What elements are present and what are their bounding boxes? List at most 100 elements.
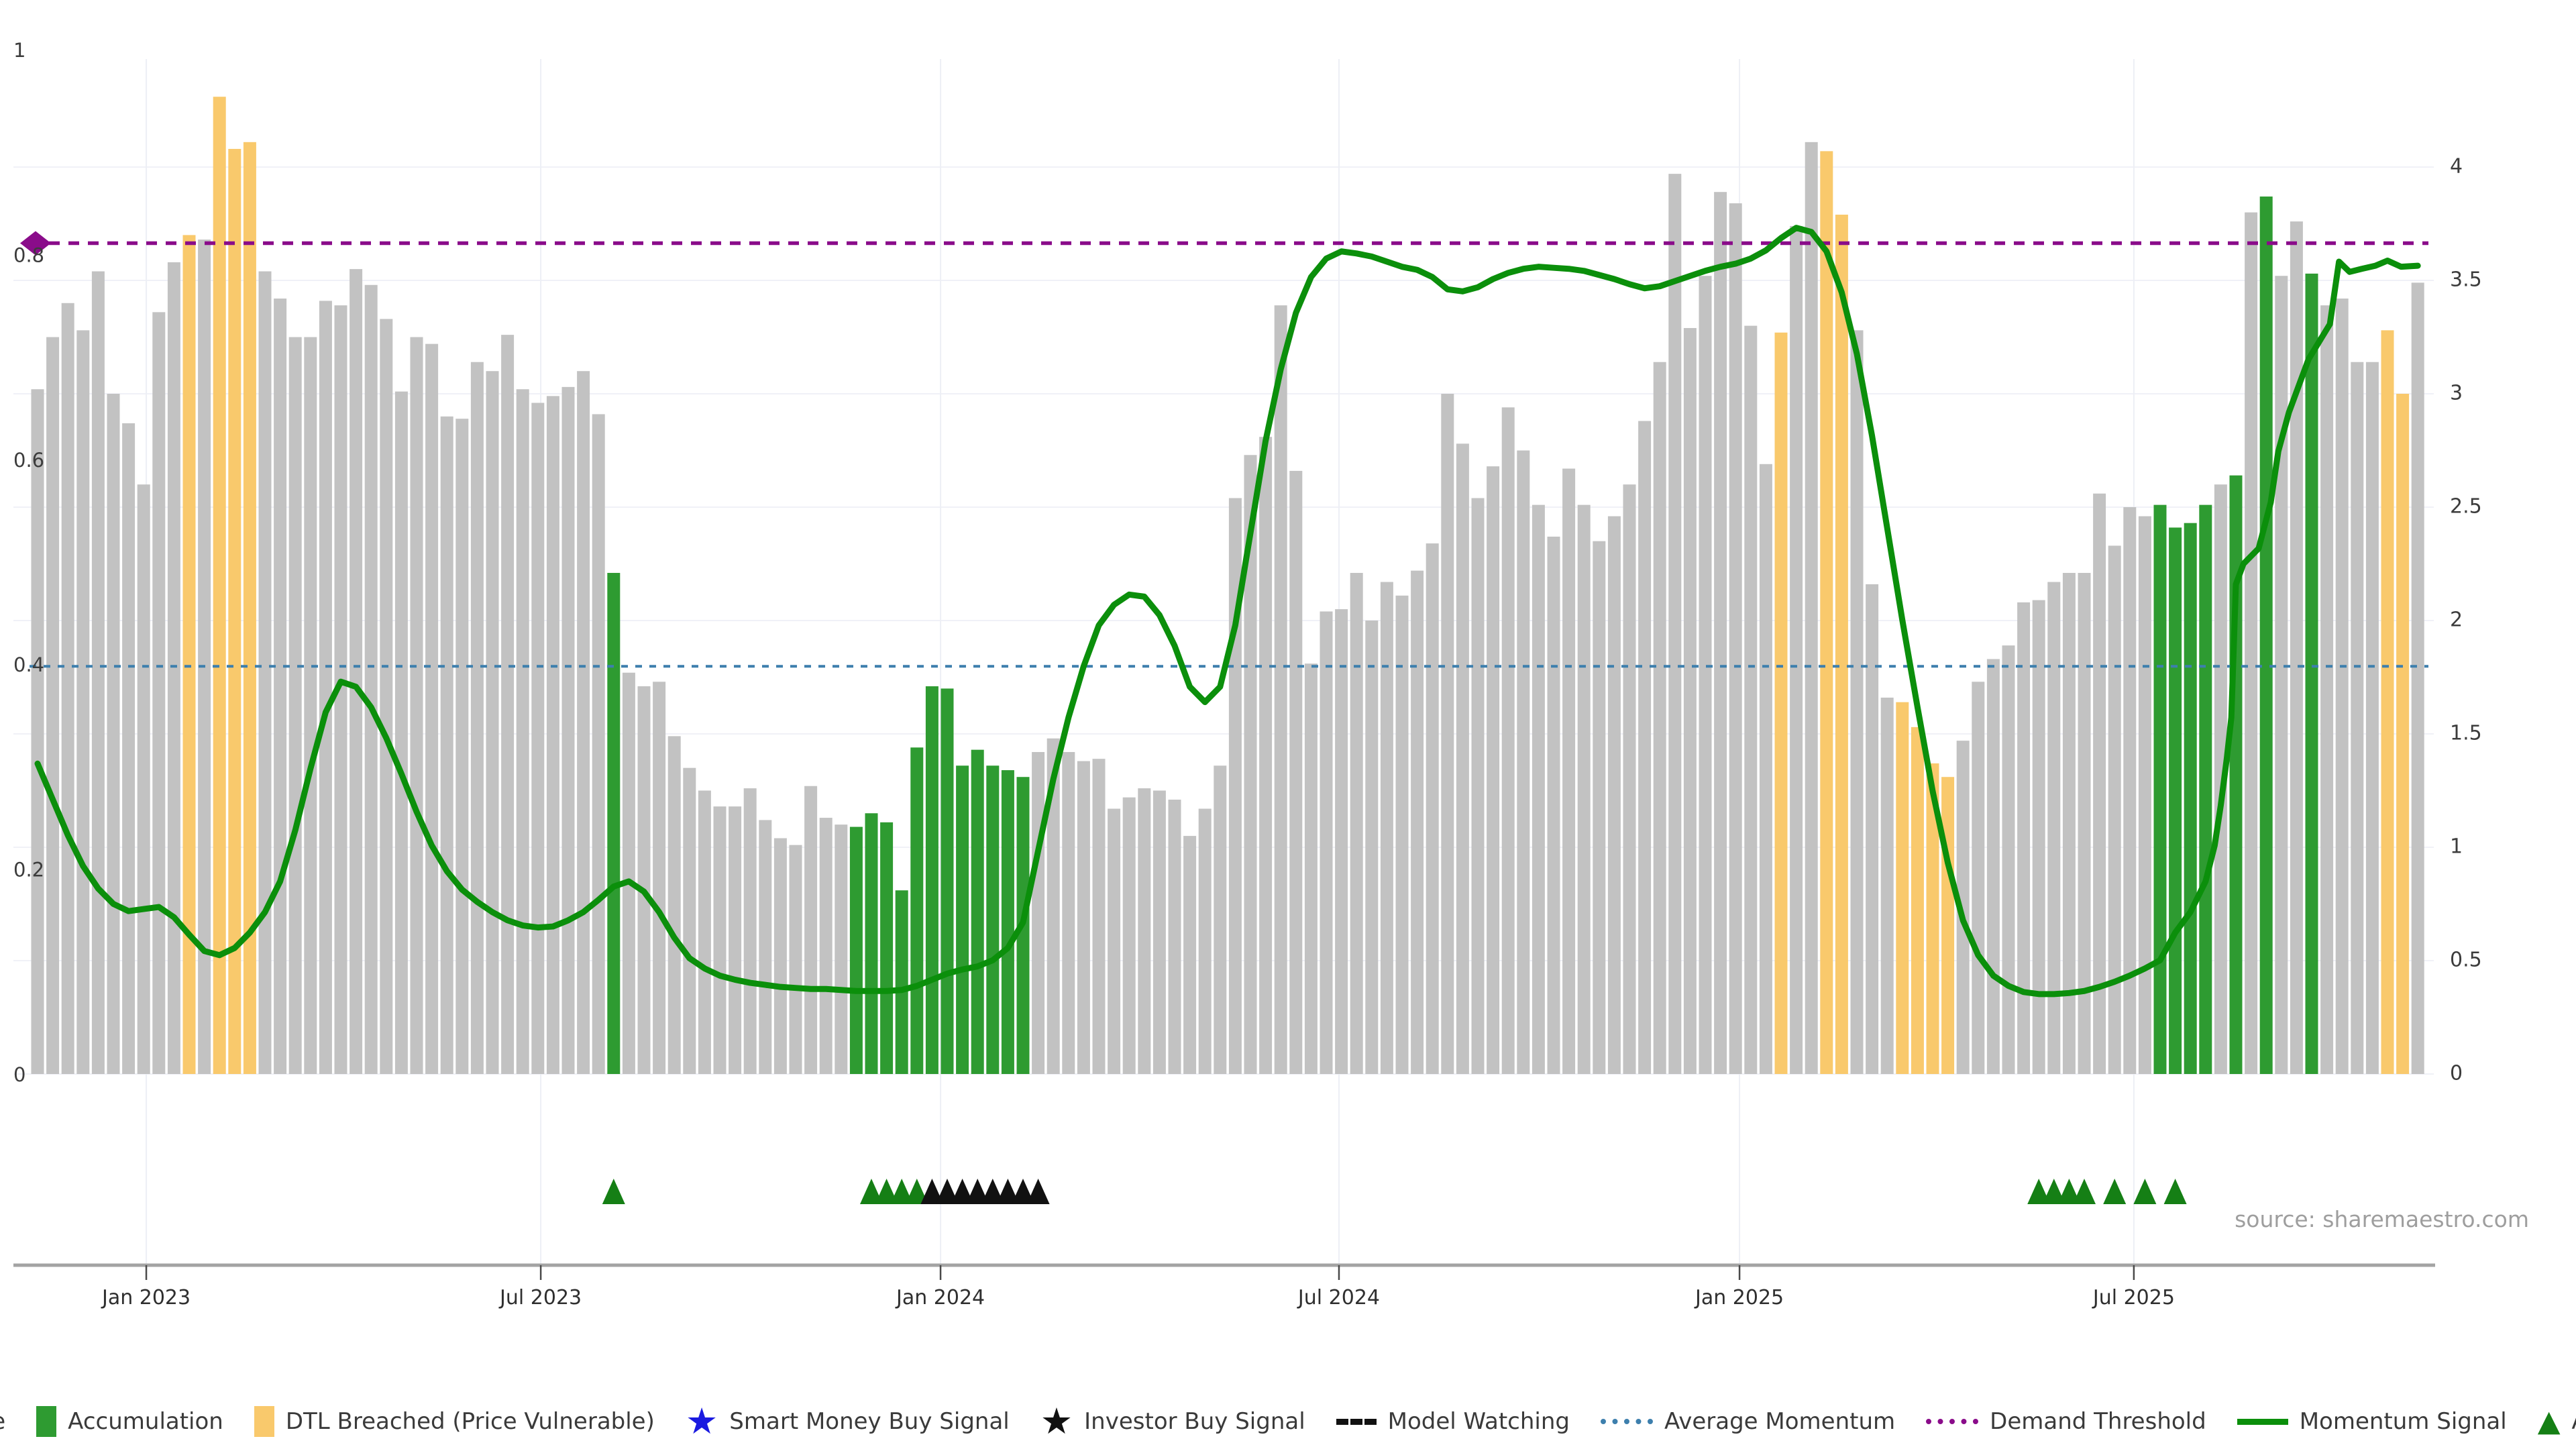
price-bar bbox=[198, 239, 211, 1074]
price-bar bbox=[2365, 362, 2379, 1075]
investor-buy-triangle-icon bbox=[966, 1179, 989, 1204]
right-axis-tick-label: 1.5 bbox=[2450, 722, 2482, 745]
investor-buy-triangle-icon bbox=[996, 1179, 1020, 1204]
price-bar bbox=[1986, 659, 2000, 1074]
price-bar bbox=[122, 423, 136, 1074]
price-bar bbox=[516, 389, 529, 1074]
price-bar bbox=[1729, 203, 1742, 1075]
investor-buy-star-icon: ★ bbox=[1040, 1400, 1073, 1442]
legend-item-dtl-breached: DTL Breached (Price Vulnerable) bbox=[254, 1406, 655, 1437]
legend-label: Close Price bbox=[0, 1408, 5, 1435]
dtl-breached-swatch-icon bbox=[254, 1406, 274, 1437]
investor-buy-triangle-icon bbox=[981, 1179, 1004, 1204]
price-bar bbox=[394, 391, 408, 1074]
smart-money-star-icon: ★ bbox=[685, 1400, 718, 1442]
right-axis-tick-label: 3.5 bbox=[2450, 268, 2482, 292]
legend-item-average-momentum: Average Momentum bbox=[1600, 1408, 1895, 1435]
price-bar bbox=[880, 822, 894, 1074]
left-axis-tick-label: 0.8 bbox=[13, 244, 44, 266]
legend-item-momentum-signal: Momentum Signal bbox=[2237, 1408, 2507, 1435]
price-bar bbox=[1077, 761, 1090, 1074]
accumulation-triangle-icon bbox=[860, 1179, 883, 1204]
price-bar bbox=[729, 806, 742, 1074]
price-bar bbox=[2275, 276, 2288, 1074]
price-bar bbox=[2199, 504, 2212, 1074]
price-bar bbox=[1214, 765, 1227, 1074]
right-axis-tick-label: 4 bbox=[2450, 155, 2463, 178]
legend-item-demand-threshold: Demand Threshold bbox=[1926, 1408, 2206, 1435]
price-bar bbox=[2305, 273, 2318, 1074]
left-axis-tick-label: 1 bbox=[13, 39, 25, 62]
price-bar bbox=[1941, 777, 1955, 1074]
legend-label: Momentum Signal bbox=[2299, 1408, 2507, 1435]
price-bar bbox=[1350, 573, 1363, 1074]
x-axis-tick-label: Jan 2024 bbox=[895, 1286, 985, 1309]
price-bar bbox=[835, 824, 848, 1074]
accumulation-triangle-icon bbox=[890, 1179, 914, 1204]
price-bar bbox=[380, 319, 393, 1075]
price-bar bbox=[2245, 212, 2258, 1075]
price-bar bbox=[1122, 797, 1136, 1074]
price-bar bbox=[76, 330, 90, 1074]
price-bar bbox=[759, 820, 772, 1074]
accumulation-triangle-icon: ▲ bbox=[2537, 1404, 2561, 1438]
price-bar bbox=[425, 343, 439, 1074]
price-bar bbox=[1714, 192, 1727, 1075]
price-bar bbox=[1320, 611, 1333, 1074]
price-bar bbox=[773, 838, 787, 1074]
price-bar bbox=[1456, 443, 1469, 1074]
legend-item-accumulation-marker: ▲ Accumulation bbox=[2538, 1406, 2576, 1437]
price-bar bbox=[61, 303, 74, 1074]
price-bar bbox=[2169, 527, 2182, 1074]
price-bar bbox=[2381, 330, 2394, 1074]
price-bar bbox=[1501, 407, 1515, 1074]
price-bar bbox=[895, 890, 908, 1074]
price-bar bbox=[1896, 702, 1909, 1074]
price-bar bbox=[1441, 394, 1454, 1074]
price-bar bbox=[1198, 808, 1212, 1074]
price-bar bbox=[1577, 504, 1591, 1074]
price-bar bbox=[1471, 498, 1485, 1074]
price-bar bbox=[2017, 602, 2031, 1074]
price-bar bbox=[2335, 299, 2349, 1074]
price-bar bbox=[637, 686, 651, 1074]
price-bar bbox=[819, 818, 833, 1074]
price-bar bbox=[2108, 545, 2121, 1074]
legend-label: Accumulation bbox=[68, 1408, 223, 1435]
price-bar bbox=[228, 148, 241, 1075]
price-bar bbox=[1487, 466, 1500, 1074]
price-bar bbox=[1683, 327, 1697, 1075]
price-bar bbox=[2138, 516, 2151, 1074]
left-axis-tick-label: 0.4 bbox=[13, 653, 44, 676]
price-bar bbox=[501, 335, 515, 1074]
price-bar bbox=[137, 484, 150, 1074]
price-bar bbox=[607, 573, 621, 1074]
right-axis-tick-label: 2.5 bbox=[2450, 495, 2482, 519]
chart-legend: Close Price Accumulation DTL Breached (P… bbox=[0, 1400, 2576, 1442]
price-bar bbox=[1426, 543, 1439, 1074]
price-bar bbox=[1774, 332, 1788, 1074]
price-bar bbox=[1759, 464, 1772, 1074]
accumulation-triangle-icon bbox=[2103, 1179, 2127, 1204]
price-bar bbox=[304, 337, 317, 1074]
legend-label: Smart Money Buy Signal bbox=[729, 1408, 1010, 1435]
price-bar bbox=[622, 672, 635, 1074]
price-bar bbox=[667, 736, 681, 1074]
price-bar bbox=[592, 414, 605, 1074]
price-bar bbox=[546, 396, 559, 1074]
price-bar bbox=[2047, 582, 2061, 1074]
accumulation-triangle-icon bbox=[875, 1179, 898, 1204]
accumulation-triangle-icon bbox=[2163, 1179, 2187, 1204]
investor-buy-triangle-icon bbox=[920, 1179, 944, 1204]
price-bar bbox=[971, 749, 984, 1074]
price-bar bbox=[1244, 455, 1257, 1074]
price-bar bbox=[1001, 770, 1014, 1074]
price-bar bbox=[2214, 484, 2227, 1074]
price-bar bbox=[2290, 221, 2303, 1074]
momentum-signal-line bbox=[34, 225, 2421, 998]
price-bar bbox=[1532, 504, 1545, 1074]
accumulation-triangle-icon bbox=[905, 1179, 928, 1204]
legend-label: Model Watching bbox=[1387, 1408, 1570, 1435]
price-bar bbox=[2153, 504, 2167, 1074]
price-bar bbox=[941, 688, 954, 1074]
